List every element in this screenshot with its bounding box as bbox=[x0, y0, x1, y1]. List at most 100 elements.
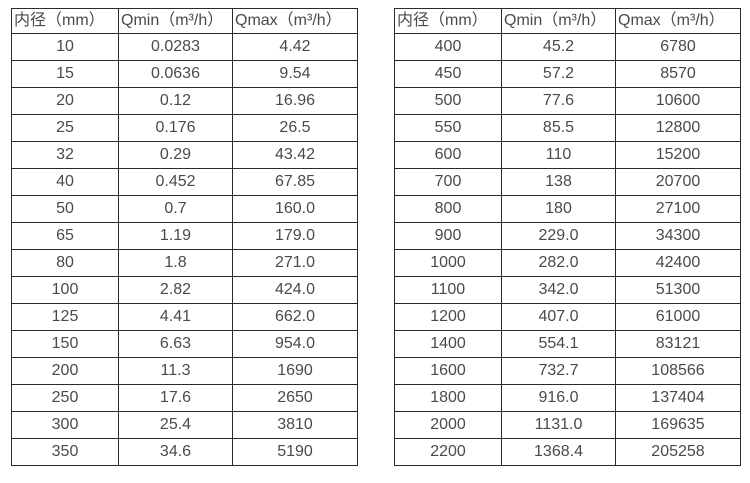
flow-table-large-diameters: 内径（mm） Qmin（m³/h） Qmax（m³/h） 400 45.2 6780 450… bbox=[394, 8, 741, 466]
data-cell: 57.2 bbox=[501, 60, 616, 88]
data-cell: 450 bbox=[394, 60, 502, 88]
data-cell: 26.5 bbox=[232, 114, 358, 142]
table-row: 2200 1368.4 205258 bbox=[394, 438, 741, 466]
data-cell: 600 bbox=[394, 141, 502, 169]
column-header: Qmax（m³/h） bbox=[232, 8, 358, 34]
table-row: 250 17.6 2650 bbox=[11, 384, 358, 412]
data-cell: 10 bbox=[11, 33, 119, 61]
data-cell: 169635 bbox=[615, 411, 741, 439]
data-cell: 138 bbox=[501, 168, 616, 196]
table-row: 800 180 27100 bbox=[394, 195, 741, 223]
data-cell: 229.0 bbox=[501, 222, 616, 250]
data-cell: 51300 bbox=[615, 276, 741, 304]
data-cell: 2200 bbox=[394, 438, 502, 466]
data-cell: 0.29 bbox=[118, 141, 233, 169]
data-cell: 2000 bbox=[394, 411, 502, 439]
data-cell: 80 bbox=[11, 249, 119, 277]
data-cell: 4.42 bbox=[232, 33, 358, 61]
table-row: 550 85.5 12800 bbox=[394, 114, 741, 142]
data-cell: 11.3 bbox=[118, 357, 233, 385]
table-row: 600 110 15200 bbox=[394, 141, 741, 169]
data-cell: 300 bbox=[11, 411, 119, 439]
table-row: 2000 1131.0 169635 bbox=[394, 411, 741, 439]
data-cell: 137404 bbox=[615, 384, 741, 412]
table-row: 1200 407.0 61000 bbox=[394, 303, 741, 331]
data-cell: 550 bbox=[394, 114, 502, 142]
data-cell: 554.1 bbox=[501, 330, 616, 358]
data-cell: 25 bbox=[11, 114, 119, 142]
table-row: 100 2.82 424.0 bbox=[11, 276, 358, 304]
table-row: 200 11.3 1690 bbox=[11, 357, 358, 385]
data-cell: 50 bbox=[11, 195, 119, 223]
column-header: Qmax（m³/h） bbox=[615, 8, 741, 34]
column-header: 内径（mm） bbox=[11, 8, 119, 34]
data-cell: 67.85 bbox=[232, 168, 358, 196]
data-cell: 500 bbox=[394, 87, 502, 115]
header-row: 内径（mm） Qmin（m³/h） Qmax（m³/h） bbox=[11, 8, 358, 34]
table-row: 1100 342.0 51300 bbox=[394, 276, 741, 304]
data-cell: 34300 bbox=[615, 222, 741, 250]
data-cell: 700 bbox=[394, 168, 502, 196]
data-cell: 0.7 bbox=[118, 195, 233, 223]
data-cell: 42400 bbox=[615, 249, 741, 277]
data-cell: 179.0 bbox=[232, 222, 358, 250]
header-row: 内径（mm） Qmin（m³/h） Qmax（m³/h） bbox=[394, 8, 741, 34]
data-cell: 77.6 bbox=[501, 87, 616, 115]
data-cell: 1368.4 bbox=[501, 438, 616, 466]
data-cell: 342.0 bbox=[501, 276, 616, 304]
data-cell: 4.41 bbox=[118, 303, 233, 331]
data-cell: 732.7 bbox=[501, 357, 616, 385]
data-cell: 916.0 bbox=[501, 384, 616, 412]
table-row: 25 0.176 26.5 bbox=[11, 114, 358, 142]
data-cell: 34.6 bbox=[118, 438, 233, 466]
data-cell: 1690 bbox=[232, 357, 358, 385]
table-row: 1800 916.0 137404 bbox=[394, 384, 741, 412]
data-cell: 1000 bbox=[394, 249, 502, 277]
data-cell: 1131.0 bbox=[501, 411, 616, 439]
data-cell: 407.0 bbox=[501, 303, 616, 331]
data-cell: 40 bbox=[11, 168, 119, 196]
data-cell: 662.0 bbox=[232, 303, 358, 331]
data-cell: 0.176 bbox=[118, 114, 233, 142]
data-cell: 1200 bbox=[394, 303, 502, 331]
data-cell: 1800 bbox=[394, 384, 502, 412]
table-row: 900 229.0 34300 bbox=[394, 222, 741, 250]
data-cell: 100 bbox=[11, 276, 119, 304]
data-cell: 20700 bbox=[615, 168, 741, 196]
table-row: 80 1.8 271.0 bbox=[11, 249, 358, 277]
data-cell: 1100 bbox=[394, 276, 502, 304]
data-cell: 200 bbox=[11, 357, 119, 385]
table-row: 1600 732.7 108566 bbox=[394, 357, 741, 385]
flow-table-small-diameters: 内径（mm） Qmin（m³/h） Qmax（m³/h） 10 0.0283 4.42 15… bbox=[11, 8, 358, 466]
table-row: 40 0.452 67.85 bbox=[11, 168, 358, 196]
table-row: 450 57.2 8570 bbox=[394, 60, 741, 88]
data-cell: 1400 bbox=[394, 330, 502, 358]
table-row: 65 1.19 179.0 bbox=[11, 222, 358, 250]
data-cell: 6.63 bbox=[118, 330, 233, 358]
data-cell: 400 bbox=[394, 33, 502, 61]
data-cell: 17.6 bbox=[118, 384, 233, 412]
data-cell: 1.19 bbox=[118, 222, 233, 250]
data-cell: 9.54 bbox=[232, 60, 358, 88]
table-row: 125 4.41 662.0 bbox=[11, 303, 358, 331]
data-cell: 350 bbox=[11, 438, 119, 466]
data-cell: 271.0 bbox=[232, 249, 358, 277]
column-header: Qmin（m³/h） bbox=[118, 8, 233, 34]
table-row: 700 138 20700 bbox=[394, 168, 741, 196]
data-cell: 25.4 bbox=[118, 411, 233, 439]
data-cell: 65 bbox=[11, 222, 119, 250]
data-cell: 8570 bbox=[615, 60, 741, 88]
table-row: 15 0.0636 9.54 bbox=[11, 60, 358, 88]
data-cell: 125 bbox=[11, 303, 119, 331]
data-cell: 160.0 bbox=[232, 195, 358, 223]
table-row: 300 25.4 3810 bbox=[11, 411, 358, 439]
data-cell: 110 bbox=[501, 141, 616, 169]
data-cell: 424.0 bbox=[232, 276, 358, 304]
column-header: Qmin（m³/h） bbox=[501, 8, 616, 34]
table-row: 350 34.6 5190 bbox=[11, 438, 358, 466]
table-row: 500 77.6 10600 bbox=[394, 87, 741, 115]
data-cell: 108566 bbox=[615, 357, 741, 385]
data-cell: 43.42 bbox=[232, 141, 358, 169]
data-cell: 61000 bbox=[615, 303, 741, 331]
data-cell: 0.12 bbox=[118, 87, 233, 115]
